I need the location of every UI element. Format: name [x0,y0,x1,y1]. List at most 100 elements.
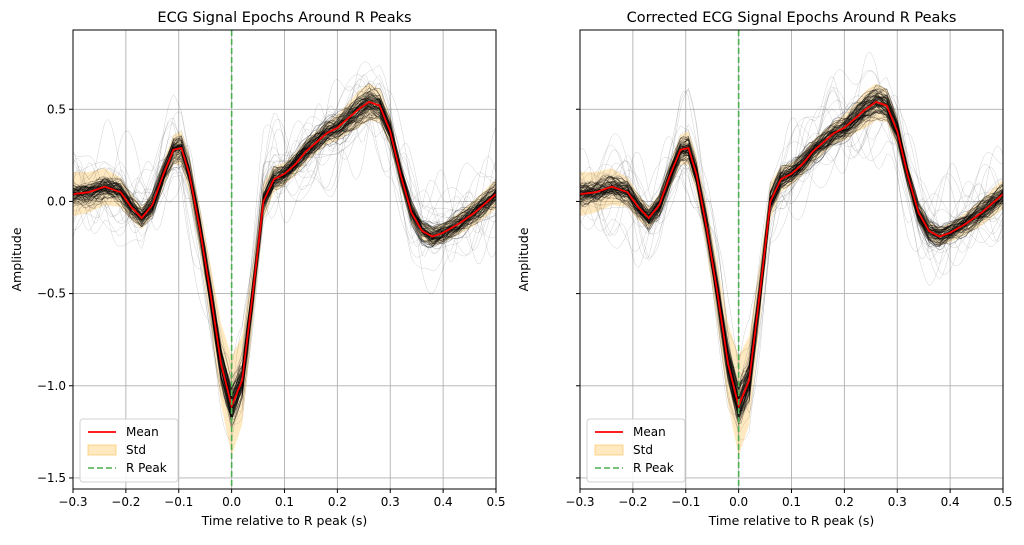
epoch-trace [580,91,1003,406]
epoch-trace [73,102,496,422]
epoch-trace [73,106,496,413]
epoch-trace [73,101,496,404]
epoch-trace [73,82,496,421]
x-tick-label: −0.1 [671,495,700,509]
epoch-trace [73,104,496,405]
epoch-trace [73,114,496,395]
legend-mean-label: Mean [633,425,666,439]
epoch-trace [73,111,496,418]
epoch-trace [73,106,496,400]
epoch-trace [73,99,496,422]
epoch-trace [73,116,496,405]
epoch-trace [580,94,1003,400]
y-axis-label: Amplitude [9,227,24,291]
epoch-trace [580,88,1003,412]
plot-area [580,30,1003,489]
epoch-trace [73,101,496,388]
y-tick-label: −0.5 [37,287,66,301]
epoch-trace [580,95,1003,421]
epoch-trace [73,102,496,390]
epoch-trace [580,102,1003,407]
epoch-trace [73,115,496,394]
epoch-trace [73,82,496,425]
epoch-trace [73,99,496,412]
epoch-trace [580,105,1003,400]
y-tick-label: −1.5 [37,471,66,485]
epoch-trace [580,96,1003,400]
epoch-trace [580,104,1003,388]
epoch-trace [73,95,496,402]
y-axis-label: Amplitude [516,227,531,291]
epoch-trace [580,84,1003,422]
epoch-trace [580,93,1003,403]
epoch-trace [73,102,496,402]
epoch-trace [73,106,496,403]
x-axis-label: Time relative to R peak (s) [708,513,875,528]
legend-std-label: Std [126,443,146,457]
epoch-trace [580,101,1003,412]
epoch-trace [73,106,496,404]
epoch-trace [580,95,1003,431]
epoch-trace [580,103,1003,409]
epoch-trace [580,108,1003,392]
epoch-trace [580,104,1003,413]
epoch-trace [73,74,496,413]
legend-std-swatch [594,444,624,456]
chart-title: ECG Signal Epochs Around R Peaks [157,10,411,26]
epoch-trace [73,97,496,420]
epoch-trace [580,95,1003,401]
epoch-trace [73,94,496,422]
epoch-trace [73,100,496,390]
epoch-trace [73,100,496,390]
epoch-trace [580,102,1003,408]
epoch-trace [73,117,496,418]
epoch-trace [580,102,1003,417]
epoch-trace [73,105,496,421]
epoch-trace [580,96,1003,404]
epoch-trace [580,88,1003,404]
epoch-trace [73,95,496,392]
epoch-trace [580,89,1003,420]
epoch-trace [580,52,1003,413]
epoch-trace [73,107,496,409]
epoch-trace [580,100,1003,409]
epoch-trace [580,96,1003,414]
x-tick-label: 0.4 [434,495,453,509]
x-tick-label: 0.2 [835,495,854,509]
epoch-trace [580,77,1003,415]
epoch-trace [580,118,1003,419]
legend-rpeak-label: R Peak [126,461,167,475]
epoch-trace [73,102,496,417]
x-tick-label: 0.4 [941,495,960,509]
epoch-trace [580,98,1003,406]
epoch-trace [73,64,496,442]
epoch-trace [73,74,496,402]
epoch-trace [580,86,1003,408]
epoch-trace [73,91,496,420]
epoch-trace [73,113,496,399]
epoch-trace [580,92,1003,411]
x-tick-label: −0.3 [565,495,594,509]
x-tick-label: 0.3 [381,495,400,509]
epoch-trace [73,61,496,394]
legend-box [79,418,179,483]
epoch-trace [73,105,496,413]
x-tick-label: 0.0 [729,495,748,509]
legend-std-label: Std [633,443,653,457]
x-axis-label: Time relative to R peak (s) [201,513,368,528]
epoch-trace [580,85,1003,382]
epoch-trace [73,115,496,386]
epoch-trace [73,104,496,399]
epoch-trace [580,110,1003,397]
epoch-trace [580,100,1003,404]
epoch-trace [580,106,1003,388]
epoch-trace [580,105,1003,408]
epoch-trace [580,95,1003,384]
x-tick-label: −0.2 [111,495,140,509]
epoch-trace [73,78,496,387]
epoch-trace [73,84,496,396]
legend: Mean Std R Peak [79,418,179,483]
epoch-trace [73,87,496,427]
epoch-trace [580,89,1003,424]
legend-mean-label: Mean [126,425,159,439]
